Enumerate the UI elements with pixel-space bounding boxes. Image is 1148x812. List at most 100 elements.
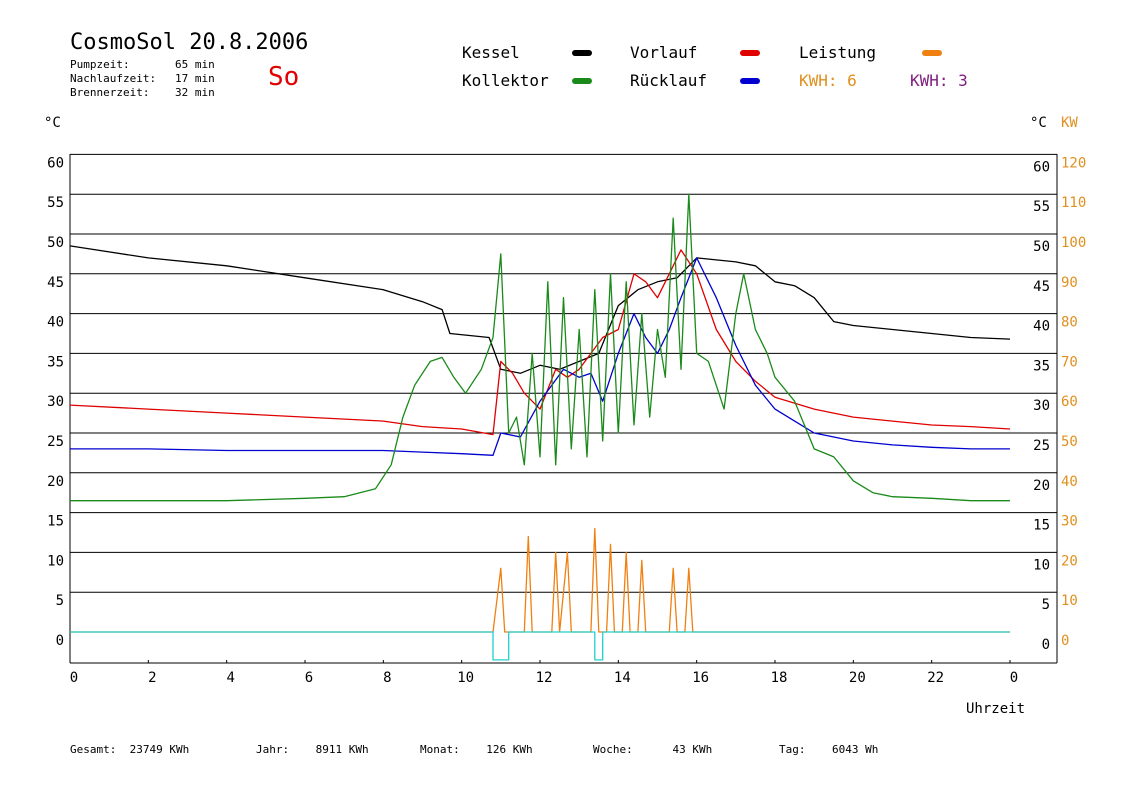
y-tick-label-right: 5 bbox=[1042, 597, 1050, 613]
x-tick-label: 0 bbox=[70, 670, 78, 686]
legend-kessel: Kessel bbox=[462, 43, 520, 62]
y-tick-label: 0 bbox=[56, 633, 64, 649]
legend-swatch-ruecklauf bbox=[740, 78, 760, 84]
x-tick-label: 2 bbox=[148, 670, 156, 686]
footer-label: Monat: bbox=[420, 743, 460, 756]
footer-tag: Tag: 6043 Wh bbox=[779, 743, 878, 756]
legend-swatch-kollektor bbox=[572, 78, 592, 84]
legend-vorlauf: Vorlauf bbox=[630, 43, 698, 62]
x-tick-label: 16 bbox=[692, 670, 709, 686]
x-tick-label: 14 bbox=[614, 670, 631, 686]
right-axis-unit-kw: KW bbox=[1061, 115, 1078, 131]
weekday-label: So bbox=[268, 62, 300, 92]
series-line-pumpe bbox=[70, 631, 1010, 661]
x-tick-label: 22 bbox=[927, 670, 944, 686]
chart-title: CosmoSol 20.8.2006 bbox=[70, 30, 309, 55]
y2-tick-label: 50 bbox=[1061, 434, 1078, 450]
series-line-vorlauf bbox=[69, 249, 1011, 436]
legend-swatch-kessel bbox=[572, 50, 592, 56]
y-tick-label: 35 bbox=[47, 354, 64, 370]
y2-tick-label: 40 bbox=[1061, 474, 1078, 490]
x-tick-label: 10 bbox=[457, 670, 474, 686]
footer-jahr: Jahr: 8911 KWh bbox=[256, 743, 369, 756]
stat-label: Pumpzeit: bbox=[70, 58, 130, 71]
footer-value: 43 KWh bbox=[672, 743, 713, 756]
footer-label: Woche: bbox=[593, 743, 633, 756]
series-layer bbox=[69, 193, 1011, 661]
grid bbox=[69, 153, 1058, 664]
legend-leistung: Leistung bbox=[799, 43, 877, 62]
stat-label: Brennerzeit: bbox=[70, 86, 150, 99]
stat-value: 17 min bbox=[175, 72, 215, 85]
y-tick-label-right: 10 bbox=[1033, 557, 1050, 573]
y-tick-label: 50 bbox=[47, 235, 64, 251]
footer-woche: Woche: 43 KWh bbox=[593, 743, 712, 756]
y2-tick-label: 30 bbox=[1061, 514, 1078, 530]
y-tick-label-right: 50 bbox=[1033, 239, 1050, 255]
y-tick-label-right: 25 bbox=[1033, 438, 1050, 454]
y-tick-label: 10 bbox=[47, 553, 64, 569]
y-tick-label: 45 bbox=[47, 275, 64, 291]
x-tick-label: 6 bbox=[305, 670, 313, 686]
y-tick-label: 30 bbox=[47, 394, 64, 410]
footer-value: 8911 KWh bbox=[315, 743, 369, 756]
y2-tick-label: 0 bbox=[1061, 633, 1069, 649]
kwh-primary: KWH: 6 bbox=[799, 71, 857, 90]
y2-tick-label: 80 bbox=[1061, 315, 1078, 331]
x-tick-label: 8 bbox=[383, 670, 391, 686]
y2-tick-label: 100 bbox=[1061, 235, 1086, 251]
x-tick-label: 12 bbox=[536, 670, 553, 686]
y2-tick-label: 120 bbox=[1061, 155, 1086, 171]
x-tick-label: 4 bbox=[226, 670, 234, 686]
stat-row-0: Pumpzeit: 65 min bbox=[70, 58, 225, 71]
stat-value: 65 min bbox=[175, 58, 215, 71]
stat-label: Nachlaufzeit: bbox=[70, 72, 157, 85]
y-tick-label: 55 bbox=[47, 195, 64, 211]
legend-ruecklauf: Rücklauf bbox=[630, 71, 708, 90]
y-tick-label-right: 40 bbox=[1033, 319, 1050, 335]
right-axis-unit: °C bbox=[1030, 115, 1047, 131]
y-tick-label-right: 35 bbox=[1033, 358, 1050, 374]
y2-tick-label: 10 bbox=[1061, 593, 1078, 609]
y-tick-label: 60 bbox=[47, 155, 64, 171]
stat-value: 32 min bbox=[175, 86, 215, 99]
footer-gesamt: Gesamt: 23749 KWh bbox=[70, 743, 189, 756]
legend-kollektor: Kollektor bbox=[462, 71, 549, 90]
x-tick-label: 0 bbox=[1010, 670, 1018, 686]
kwh-label: KWH: bbox=[799, 71, 838, 90]
kwh-value: 3 bbox=[958, 71, 968, 90]
footer-value: 126 KWh bbox=[486, 743, 533, 756]
footer-value: 6043 Wh bbox=[832, 743, 879, 756]
y-tick-label-right: 0 bbox=[1042, 637, 1050, 653]
series-line-kollektor bbox=[70, 193, 1010, 502]
series-line-kessel bbox=[69, 245, 1011, 374]
series-line-leistung bbox=[70, 527, 1010, 633]
series-line-r-cklauf bbox=[70, 257, 1010, 456]
footer-label: Gesamt: bbox=[70, 743, 117, 756]
y2-tick-label: 90 bbox=[1061, 275, 1078, 291]
y2-tick-label: 70 bbox=[1061, 354, 1078, 370]
footer-monat: Monat: 126 KWh bbox=[420, 743, 533, 756]
kwh-secondary: KWH: 3 bbox=[910, 71, 968, 90]
y2-tick-label: 20 bbox=[1061, 553, 1078, 569]
y-tick-label-right: 15 bbox=[1033, 518, 1050, 534]
footer-label: Jahr: bbox=[256, 743, 290, 756]
y-tick-label-right: 45 bbox=[1033, 279, 1050, 295]
legend-swatch-leistung bbox=[922, 50, 942, 56]
y-tick-label: 15 bbox=[47, 514, 64, 530]
left-axis-unit: °C bbox=[44, 115, 61, 131]
legend-swatch-vorlauf bbox=[740, 50, 760, 56]
y2-tick-label: 110 bbox=[1061, 195, 1086, 211]
stat-row-1: Nachlaufzeit: 17 min bbox=[70, 72, 225, 85]
y-tick-label: 5 bbox=[56, 593, 64, 609]
footer-value: 23749 KWh bbox=[129, 743, 190, 756]
x-tick-label: 18 bbox=[771, 670, 788, 686]
y-tick-label-right: 60 bbox=[1033, 159, 1050, 175]
y-tick-label: 20 bbox=[47, 474, 64, 490]
y-tick-label: 40 bbox=[47, 315, 64, 331]
y-tick-label: 25 bbox=[47, 434, 64, 450]
kwh-label: KWH: bbox=[910, 71, 949, 90]
y-tick-label-right: 20 bbox=[1033, 478, 1050, 494]
x-tick-label: 20 bbox=[849, 670, 866, 686]
